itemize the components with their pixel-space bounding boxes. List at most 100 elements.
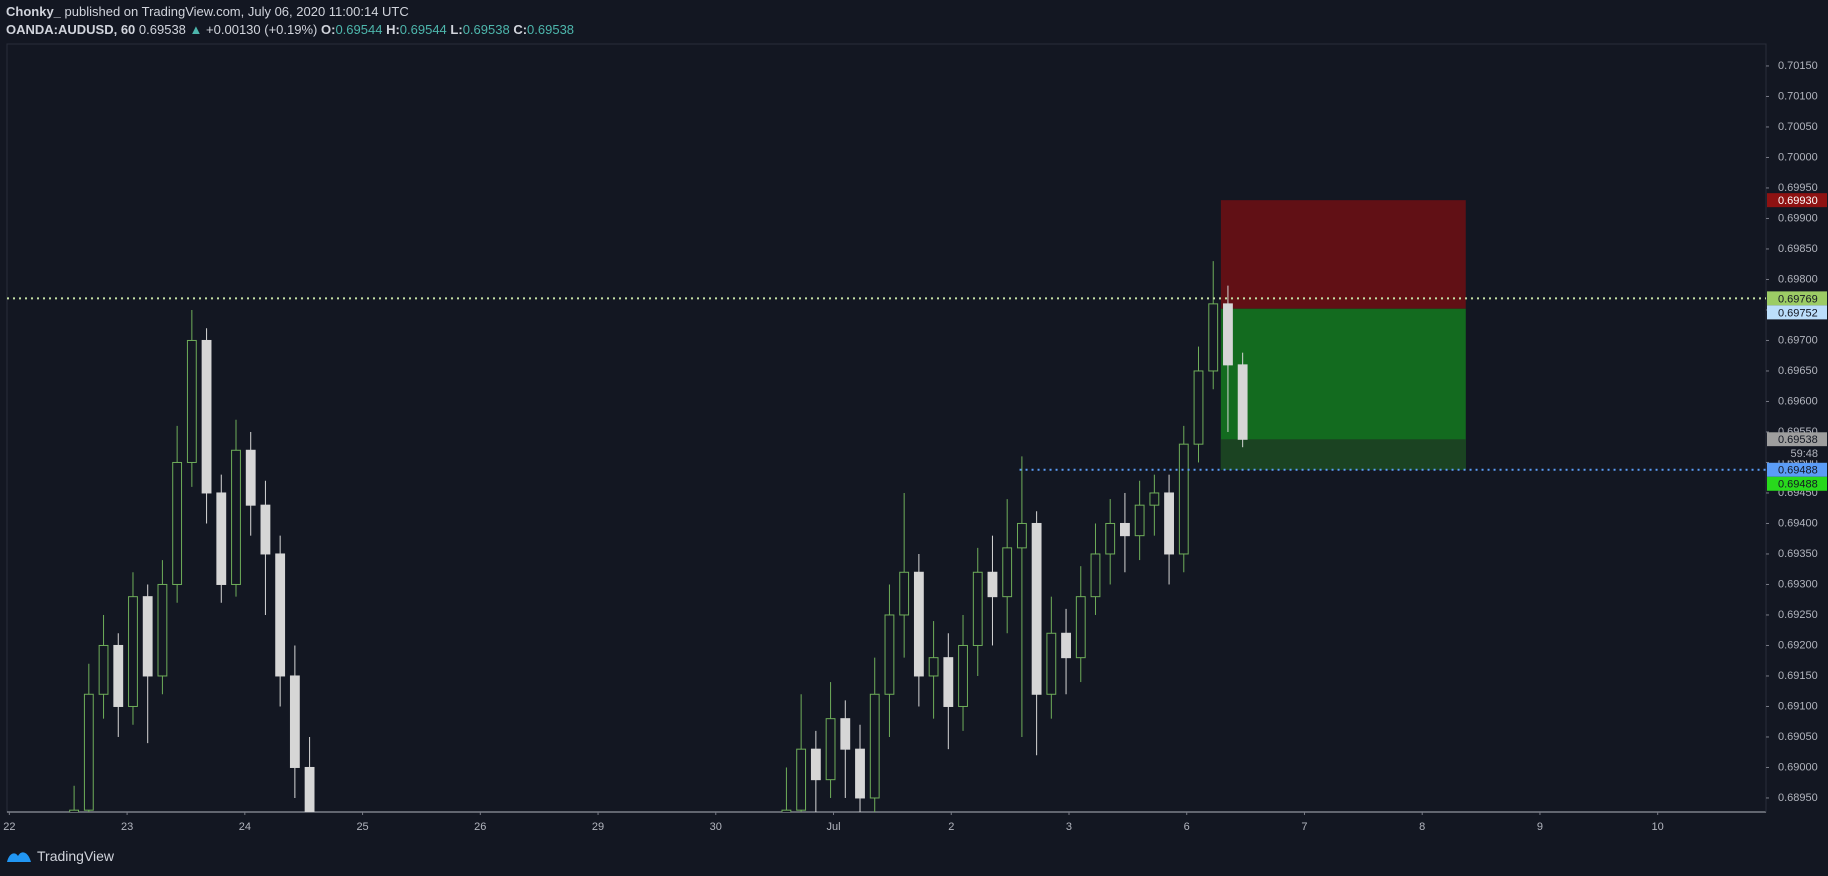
candle-body (1046, 632, 1057, 695)
y-tick-label: 0.70150 (1778, 60, 1818, 72)
candle-body (884, 614, 895, 695)
candle-body (1223, 303, 1233, 366)
candle-body (972, 571, 983, 646)
price-badge-label: 0.69769 (1778, 293, 1818, 305)
candle-body (113, 644, 124, 707)
candle-body (1061, 632, 1071, 659)
y-tick-label: 0.69350 (1778, 548, 1818, 560)
candle-body (928, 657, 939, 677)
candle-body (943, 657, 954, 707)
candle-body (1120, 522, 1130, 537)
footer: TradingView (6, 848, 114, 864)
candle-body (1105, 522, 1116, 555)
plot-area (6, 43, 1767, 813)
y-tick-label: 0.69650 (1778, 365, 1818, 377)
o-value: 0.69544 (335, 22, 383, 37)
candle-body (1016, 522, 1027, 549)
change: +0.00130 (+0.19%) (206, 22, 318, 37)
price-badge (1767, 305, 1827, 320)
logo (7, 852, 31, 862)
candle-body (216, 492, 227, 585)
price-badge-label: 0.69930 (1778, 195, 1818, 207)
x-tick-label: 26 (474, 821, 486, 833)
x-tick-label: 3 (1066, 821, 1072, 833)
y-tick-label: 0.69200 (1778, 639, 1818, 651)
y-tick-label: 0.69400 (1778, 517, 1818, 529)
published: published on TradingView.com, July 06, 2… (64, 4, 409, 19)
candle-body (186, 339, 197, 463)
price-badge-label: 0.69538 (1778, 434, 1818, 446)
y-tick-label: 0.69900 (1778, 212, 1818, 224)
candle-body (172, 461, 183, 585)
price-badge (1767, 432, 1827, 447)
candle-body (987, 571, 998, 598)
candle-body (1164, 492, 1174, 555)
countdown-badge (1767, 446, 1827, 461)
stop-zone (1220, 200, 1466, 309)
y-tick-label: 0.70050 (1778, 121, 1818, 133)
countdown: 59:48 (1790, 448, 1818, 460)
candle-body (796, 748, 807, 811)
symbol: OANDA:AUDUSD, 60 (6, 22, 136, 37)
candle-body (245, 449, 256, 506)
candle-body (1149, 492, 1160, 506)
y-tick-label: 0.69950 (1778, 182, 1818, 194)
candle-body (128, 596, 138, 707)
candle-body (1237, 364, 1248, 440)
plot (7, 200, 1766, 812)
candle-body (69, 809, 80, 812)
candle-body (275, 553, 286, 677)
x-tick-label: 24 (239, 821, 251, 833)
candle-body (1031, 522, 1042, 695)
x-tick-label: 7 (1301, 821, 1307, 833)
candle-body (810, 748, 821, 781)
candle-body (840, 718, 851, 750)
y-tick-label: 0.69700 (1778, 334, 1818, 346)
candle-body (201, 339, 212, 494)
y-tick-label: 0.69250 (1778, 609, 1818, 621)
author: Chonky_ (6, 4, 61, 19)
candle-body (781, 809, 792, 812)
header-line-1: Chonky_ published on TradingView.com, Ju… (6, 3, 574, 21)
x-tick-label: 10 (1652, 821, 1664, 833)
x-tick-label: 8 (1419, 821, 1425, 833)
last-price: 0.69538 (138, 22, 186, 37)
x-tick-label: 6 (1184, 821, 1190, 833)
price-badge-label: 0.69488 (1778, 465, 1818, 477)
price-badge (1767, 291, 1827, 306)
x-tick-label: 23 (121, 821, 133, 833)
price-badge (1767, 193, 1827, 208)
c-value: 0.69538 (527, 22, 575, 37)
candle-body (83, 693, 94, 811)
y-tick-label: 0.69800 (1778, 273, 1818, 285)
x-tick-label: 30 (710, 821, 722, 833)
candle-body (304, 766, 315, 812)
candle-body (289, 675, 300, 768)
candle-body (899, 571, 910, 616)
c-label: C: (513, 22, 528, 37)
candle-body (1002, 547, 1013, 598)
brand: TradingView (37, 848, 115, 864)
candle-body (231, 449, 241, 585)
x-tick-label: 29 (592, 821, 604, 833)
l-label: L: (450, 22, 463, 37)
h-value: 0.69544 (399, 22, 447, 37)
candle-body (1178, 443, 1189, 555)
candle-body (958, 644, 968, 707)
y-tick-label: 0.69300 (1778, 578, 1818, 590)
candle-body (260, 504, 271, 555)
h-label: H: (386, 22, 400, 37)
price-badge (1767, 476, 1827, 491)
y-tick-label: 0.70000 (1778, 151, 1818, 163)
l-value: 0.69538 (462, 22, 510, 37)
y-tick-label: 0.69100 (1778, 700, 1818, 712)
candle-body (142, 596, 153, 677)
chart: 22 23 24 25 26 29 30 Jul 2 3 6 7 8 9 100.701500.701000… (3, 43, 1827, 833)
header-line-2: OANDA:AUDUSD, 60 0.69538 ▲ +0.00130 (+0.… (6, 21, 574, 39)
candle-body (913, 571, 924, 677)
y-tick-label: 0.69150 (1778, 670, 1818, 682)
price-badge-label: 0.69752 (1778, 307, 1818, 319)
x-tick-label: Jul (826, 821, 840, 833)
candle-body (869, 693, 880, 799)
